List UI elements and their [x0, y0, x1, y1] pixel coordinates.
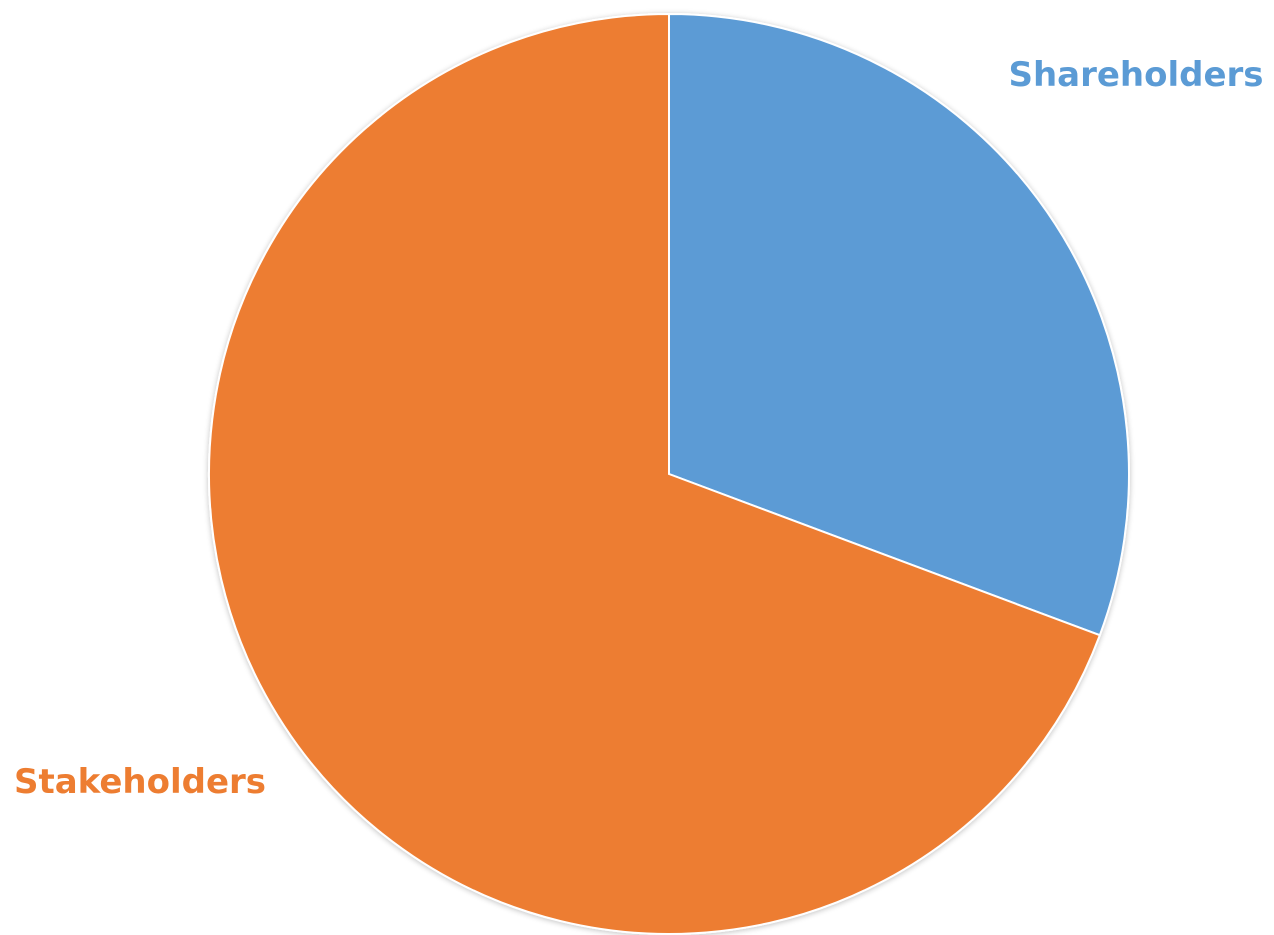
pie-slice-stakeholders: [208, 12, 1102, 935]
slice-labels: Shareholders Stakeholders: [14, 55, 1264, 802]
pie-slices: [208, 12, 1130, 935]
slice-label-shareholders: Shareholders: [1008, 55, 1263, 95]
slice-label-stakeholders: Stakeholders: [14, 762, 266, 802]
pie-slice-shareholders: [668, 12, 1130, 637]
